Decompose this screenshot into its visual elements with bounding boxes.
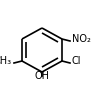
Text: OH: OH: [34, 71, 49, 81]
Text: NO₂: NO₂: [72, 34, 91, 44]
Text: CH₃: CH₃: [0, 56, 12, 66]
Text: Cl: Cl: [72, 56, 82, 66]
